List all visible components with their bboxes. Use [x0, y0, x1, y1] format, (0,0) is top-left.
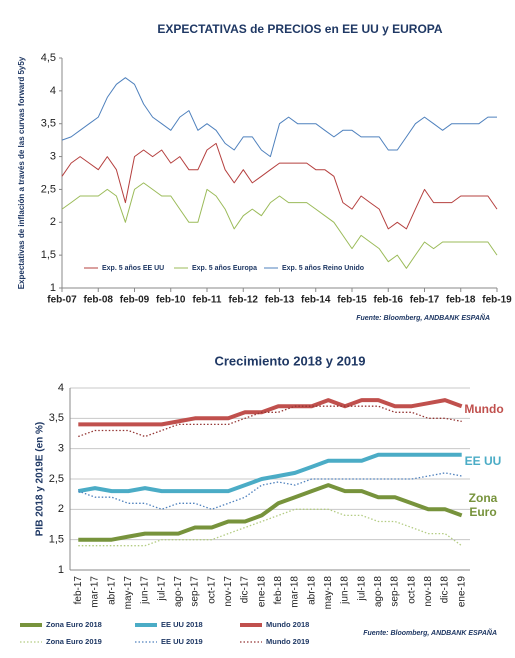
y-axis-label: Expectativas de inflación a través de la…	[17, 56, 26, 289]
x-tick-label: feb-13	[265, 295, 295, 306]
y-tick-label: 3,5	[49, 412, 64, 424]
x-tick-label: jun-17	[140, 576, 151, 605]
series-line	[61, 77, 497, 158]
x-tick-label: abr-17	[106, 576, 117, 605]
x-tick-label: jun-18	[340, 576, 351, 605]
y-tick-label: 1,5	[41, 249, 56, 261]
y-tick-label: 1	[58, 564, 64, 576]
y-tick-label: 3,5	[41, 118, 56, 130]
series-line	[78, 398, 463, 427]
series-line	[61, 142, 498, 230]
series-line	[61, 182, 498, 269]
legend-label: EE UU 2019	[161, 637, 203, 646]
x-tick-label: sep-17	[190, 576, 201, 607]
series-line	[77, 452, 462, 494]
legend-label: Zona Euro 2018	[46, 620, 102, 629]
x-tick-label: feb-10	[156, 295, 186, 306]
x-tick-label: ago-18	[373, 576, 384, 608]
x-tick-label: feb-18	[446, 295, 476, 306]
series-line	[78, 508, 463, 547]
y-tick-label: 2	[50, 216, 56, 228]
x-tick-label: oct-18	[406, 576, 417, 604]
y-tick-label: 4	[50, 85, 56, 97]
x-tick-label: sep-18	[390, 576, 401, 607]
y-tick-label: 4	[58, 382, 64, 394]
x-tick-label: jul-17	[156, 576, 167, 602]
y-tick-label: 3	[50, 150, 56, 162]
x-tick-label: nov-17	[223, 576, 234, 607]
legend-label: EE UU 2018	[161, 620, 203, 629]
chart-title: Crecimiento 2018 y 2019	[214, 353, 365, 368]
annotation: Zona Euro	[468, 491, 498, 519]
y-tick-label: 4,5	[41, 52, 56, 64]
x-tick-label: nov-18	[423, 576, 434, 607]
x-tick-label: feb-15	[337, 295, 367, 306]
y-tick-label: 2,5	[41, 183, 56, 195]
legend-label: Mundo 2018	[266, 620, 309, 629]
x-tick-label: feb-17	[410, 295, 440, 306]
x-tick-label: feb-18	[273, 576, 284, 605]
x-tick-label: feb-19	[482, 295, 512, 306]
x-tick-label: dic-17	[240, 576, 251, 604]
x-tick-label: feb-14	[301, 295, 331, 306]
x-tick-label: jul-18	[356, 576, 367, 602]
legend-label: Exp. 5 años Reino Unido	[282, 265, 364, 272]
x-tick-label: mar-17	[90, 576, 101, 608]
annotation: EE UU	[464, 454, 502, 468]
chart-title: EXPECTATIVAS de PRECIOS en EE UU y EUROP…	[157, 22, 442, 36]
x-tick-label: feb-11	[193, 295, 222, 306]
x-tick-label: abr-18	[306, 576, 317, 605]
y-axis-label: PIB 2018 y 2019E (en %)	[35, 422, 46, 537]
x-tick-label: feb-16	[374, 295, 404, 306]
x-tick-label: ene-18	[256, 576, 267, 608]
source-note: Fuente: Bloomberg, ANDBANK ESPAÑA	[356, 313, 490, 322]
x-tick-label: oct-17	[206, 576, 217, 604]
x-tick-label: feb-07	[47, 295, 77, 306]
x-tick-label: may-17	[123, 576, 134, 610]
annotation: Mundo	[464, 402, 504, 416]
y-tick-label: 1,5	[49, 534, 64, 546]
series-line	[78, 472, 462, 510]
legend-label: Exp. 5 años EE UU	[102, 265, 164, 272]
x-tick-label: ene-19	[456, 576, 467, 608]
y-tick-label: 2,5	[49, 473, 64, 485]
x-tick-label: feb-17	[73, 576, 84, 605]
x-tick-label: mar-18	[290, 576, 301, 608]
x-tick-label: ago-17	[173, 576, 184, 608]
x-tick-label: may-18	[323, 576, 334, 610]
y-tick-label: 1	[50, 282, 56, 294]
y-tick-label: 2	[58, 503, 64, 515]
y-tick-label: 3	[58, 443, 64, 455]
legend-label: Exp. 5 años Europa	[192, 265, 257, 272]
series-line	[78, 483, 463, 542]
x-tick-label: dic-18	[440, 576, 451, 604]
source-note: Fuente: Bloomberg, ANDBANK ESPAÑA	[363, 628, 497, 637]
x-tick-label: feb-08	[84, 295, 114, 306]
legend-label: Mundo 2019	[266, 637, 309, 646]
legend-label: Zona Euro 2019	[46, 637, 102, 646]
x-tick-label: feb-09	[120, 295, 150, 306]
x-tick-label: feb-12	[229, 295, 259, 306]
